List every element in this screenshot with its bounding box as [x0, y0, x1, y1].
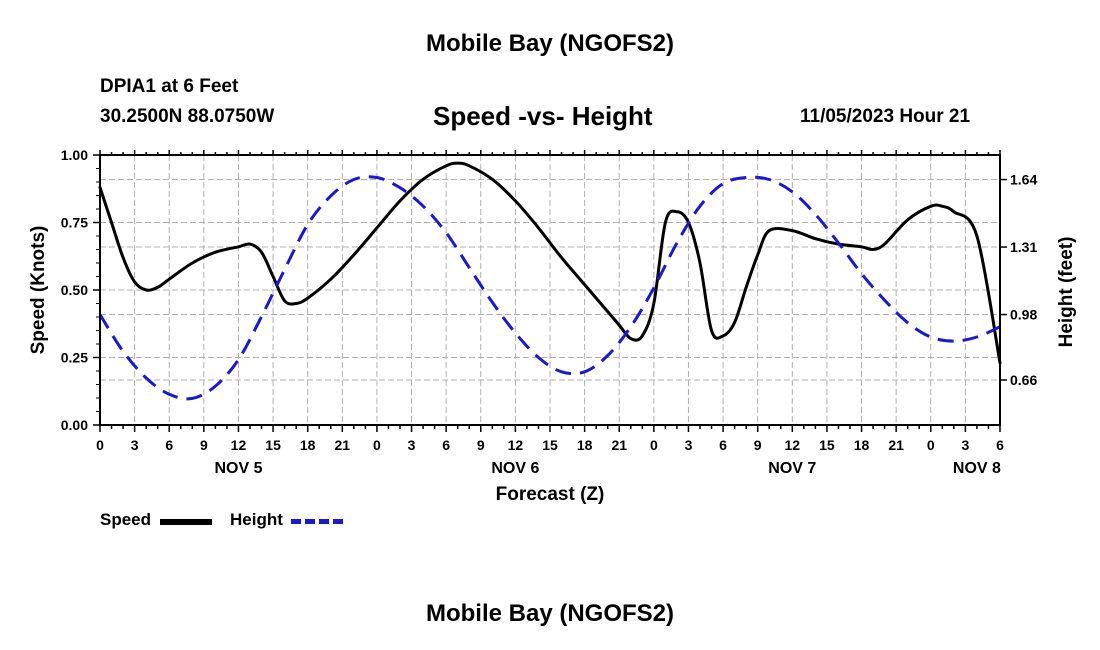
y-tick-label: 0.50	[61, 282, 88, 298]
x-tick-label: 0	[373, 437, 381, 453]
x-tick-label: 18	[300, 437, 316, 453]
station-coords: 30.2500N 88.0750W	[100, 106, 275, 127]
legend-speed-label: Speed	[100, 510, 152, 529]
x-tick-label: 9	[754, 437, 762, 453]
y2-tick-label: 1.64	[1010, 172, 1037, 188]
y-tick-label: 0.25	[61, 350, 88, 366]
x-tick-label: 21	[888, 437, 904, 453]
x-tick-label: 15	[542, 437, 558, 453]
x-tick-label: 9	[200, 437, 208, 453]
series-layer	[98, 161, 1002, 401]
footer-title: Mobile Bay (NGOFS2)	[425, 600, 675, 627]
y-tick-label: 1.00	[61, 147, 88, 163]
x-tick-label: 0	[650, 437, 658, 453]
x-tick-label: 18	[854, 437, 870, 453]
chart-title: Speed -vs- Height	[433, 101, 653, 131]
x-tick-label: 3	[408, 437, 416, 453]
forecast-datetime: 11/05/2023 Hour 21	[800, 106, 971, 127]
grid-lines	[100, 155, 1000, 425]
y2-tick-label: 0.66	[1010, 372, 1037, 388]
legend-height-label: Height	[230, 510, 283, 529]
y-tick-label: 0.75	[61, 215, 88, 231]
x-tick-label: 12	[231, 437, 247, 453]
x-tick-label: 18	[577, 437, 593, 453]
x-tick-label: 6	[442, 437, 450, 453]
x-tick-label: 0	[96, 437, 104, 453]
page-title: Mobile Bay (NGOFS2)	[425, 30, 675, 57]
x-tick-label: 9	[477, 437, 485, 453]
legend-height-swatch	[291, 519, 343, 524]
x-tick-label: 21	[611, 437, 627, 453]
x-tick-label: 6	[996, 437, 1004, 453]
x-tick-label: 0	[927, 437, 935, 453]
x-date-label: NOV 5	[214, 460, 262, 477]
series-line-height	[98, 175, 1001, 401]
x-tick-label: 15	[265, 437, 281, 453]
x-date-label: NOV 7	[768, 460, 816, 477]
y-axis-title: Speed (Knots)	[28, 226, 49, 355]
x-tick-label: 3	[131, 437, 139, 453]
y2-tick-label: 0.98	[1010, 307, 1037, 323]
x-date-label: NOV 8	[953, 460, 1001, 477]
x-date-label: NOV 6	[491, 460, 539, 477]
x-tick-label: 3	[685, 437, 693, 453]
y2-tick-label: 1.31	[1010, 239, 1037, 255]
x-tick-label: 6	[719, 437, 727, 453]
x-tick-label: 15	[819, 437, 835, 453]
legend-speed-swatch	[160, 519, 212, 525]
y2-axis-title: Height (feet)	[1056, 237, 1077, 348]
x-axis-title: Forecast (Z)	[496, 484, 605, 505]
x-tick-label: 3	[961, 437, 969, 453]
x-tick-label: 6	[165, 437, 173, 453]
x-tick-label: 12	[508, 437, 524, 453]
axes: 0.00 0.25 0.50 0.75 1.00 0.66 0.98 1.31 1.64 0 3 6 9…	[28, 147, 1077, 505]
x-tick-label: 12	[785, 437, 801, 453]
x-tick-label: 21	[335, 437, 351, 453]
station-label: DPIA1 at 6 Feet	[100, 76, 239, 97]
y-tick-label: 0.00	[61, 417, 88, 433]
